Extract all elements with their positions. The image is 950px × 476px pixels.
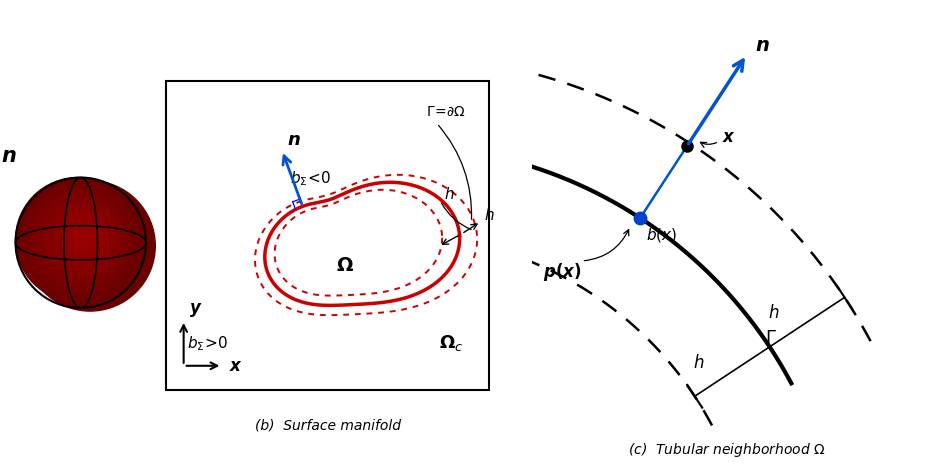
Circle shape — [63, 215, 106, 259]
Circle shape — [46, 201, 119, 275]
Circle shape — [67, 219, 104, 255]
Circle shape — [66, 217, 104, 257]
Circle shape — [18, 179, 138, 299]
Circle shape — [23, 184, 135, 295]
Text: $\boldsymbol{y}$: $\boldsymbol{y}$ — [189, 301, 202, 319]
Circle shape — [60, 213, 108, 261]
Text: $h$: $h$ — [484, 207, 495, 223]
Circle shape — [50, 205, 115, 270]
Circle shape — [28, 188, 131, 290]
Circle shape — [33, 191, 127, 286]
Text: $h$: $h$ — [694, 354, 705, 372]
Text: $\boldsymbol{p(x)}$: $\boldsymbol{p(x)}$ — [542, 260, 581, 283]
Text: $\mathbf{\Omega}$: $\mathbf{\Omega}$ — [336, 256, 354, 275]
Circle shape — [43, 199, 121, 277]
Circle shape — [72, 223, 100, 250]
Circle shape — [48, 203, 117, 273]
Text: $h$: $h$ — [444, 186, 454, 202]
Circle shape — [55, 209, 112, 266]
Text: $h$: $h$ — [768, 304, 780, 322]
Text: $b(x)$: $b(x)$ — [646, 226, 677, 244]
Text: $\boldsymbol{x}$: $\boldsymbol{x}$ — [722, 128, 736, 146]
Circle shape — [25, 181, 155, 311]
Text: $b_\Sigma\!>\!0$: $b_\Sigma\!>\!0$ — [187, 334, 228, 353]
Text: $\mathbf{\Omega}_c$: $\mathbf{\Omega}_c$ — [439, 333, 463, 353]
Text: $\boldsymbol{x}$: $\boldsymbol{x}$ — [229, 357, 243, 375]
Text: $\Gamma\!=\!\partial\Omega$: $\Gamma\!=\!\partial\Omega$ — [427, 105, 466, 119]
Text: (b)  Surface manifold: (b) Surface manifold — [255, 418, 401, 432]
Text: $\Gamma$: $\Gamma$ — [765, 329, 777, 347]
Circle shape — [58, 211, 110, 264]
Circle shape — [40, 198, 123, 279]
Text: (c)  Tubular neighborhood $\Omega$: (c) Tubular neighborhood $\Omega$ — [628, 440, 826, 458]
Circle shape — [15, 178, 140, 302]
Circle shape — [75, 225, 98, 248]
Text: $b_\Sigma\!<\!0$: $b_\Sigma\!<\!0$ — [290, 169, 331, 188]
Circle shape — [21, 181, 136, 298]
Circle shape — [53, 208, 114, 268]
Bar — [166, 81, 489, 390]
Text: $\boldsymbol{n}$: $\boldsymbol{n}$ — [287, 131, 301, 149]
Circle shape — [70, 221, 102, 253]
Text: $\boldsymbol{n}$: $\boldsymbol{n}$ — [754, 36, 770, 55]
Circle shape — [30, 189, 129, 288]
Circle shape — [35, 193, 125, 284]
Circle shape — [38, 196, 124, 282]
Circle shape — [26, 186, 133, 293]
Text: $\boldsymbol{n}$: $\boldsymbol{n}$ — [2, 146, 17, 166]
